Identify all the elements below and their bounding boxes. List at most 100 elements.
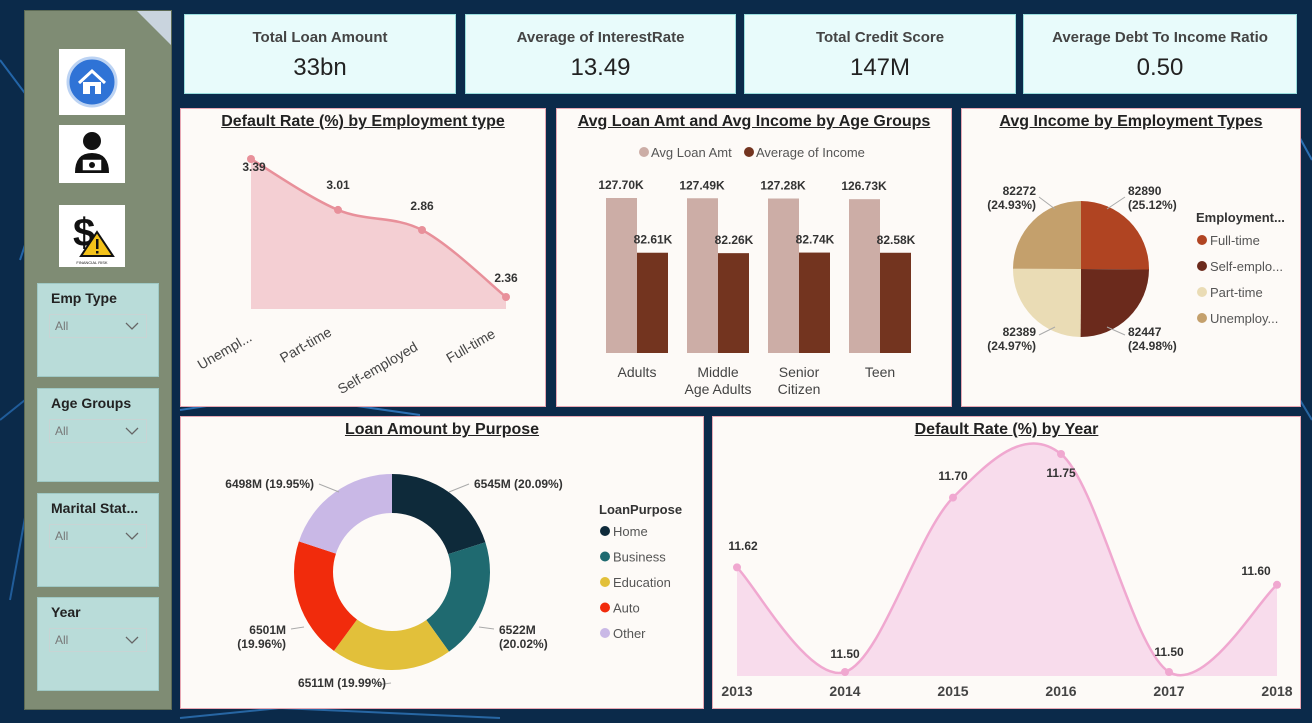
data-label: (19.96%) xyxy=(237,637,286,651)
kpi-card-average-interest-rate: Average of InterestRate 13.49 xyxy=(465,14,736,94)
legend-label: Unemploy... xyxy=(1210,311,1278,326)
x-tick-label: Senior xyxy=(779,364,820,380)
data-label: (20.02%) xyxy=(499,637,548,651)
data-label: 82890 xyxy=(1128,184,1162,198)
data-point xyxy=(949,493,957,502)
x-tick-label: 2013 xyxy=(721,683,752,699)
slicer-title: Emp Type xyxy=(51,290,117,306)
dropdown-value: All xyxy=(55,319,69,333)
slicer-age-groups: Age Groups All xyxy=(37,388,159,482)
data-label: 82.26K xyxy=(715,233,754,247)
data-point xyxy=(502,293,510,301)
legend-label: Other xyxy=(613,626,646,641)
data-label: (24.93%) xyxy=(987,198,1036,212)
borrower-button[interactable] xyxy=(59,125,125,183)
data-point xyxy=(1165,668,1173,676)
data-label: 6501M xyxy=(249,623,286,637)
data-label: 11.70 xyxy=(938,469,968,483)
legend-marker xyxy=(1197,313,1207,323)
leader-line xyxy=(1106,196,1126,210)
slicer-emp-type: Emp Type All xyxy=(37,283,159,377)
area-fill xyxy=(737,443,1277,676)
chevron-down-icon xyxy=(125,532,139,540)
data-label: 11.60 xyxy=(1241,564,1271,578)
legend-label: Part-time xyxy=(1210,285,1263,300)
chevron-down-icon xyxy=(125,322,139,330)
data-label: 82.61K xyxy=(634,233,673,247)
year-dropdown[interactable]: All xyxy=(49,628,147,652)
x-tick-label: 2014 xyxy=(829,683,860,699)
loan-purpose-donut: 6545M (20.09%) 6522M(20.02%) 6511M (19.99%… xyxy=(225,474,682,690)
kpi-card-total-loan-amount: Total Loan Amount 33bn xyxy=(184,14,456,94)
legend-label: Avg Loan Amt xyxy=(651,145,732,160)
slicer-title: Year xyxy=(51,604,81,620)
bar-avg-loan-amt xyxy=(606,198,637,353)
x-tick-label: 2017 xyxy=(1153,683,1184,699)
slicer-title: Age Groups xyxy=(51,395,132,411)
x-tick-label: Unempl... xyxy=(195,329,255,373)
data-label: 82.58K xyxy=(877,233,916,247)
legend-label: Self-emplo... xyxy=(1210,259,1283,274)
legend-marker xyxy=(1197,261,1207,271)
age-groups-dropdown[interactable]: All xyxy=(49,419,147,443)
legend-marker xyxy=(600,526,610,536)
sidebar: $ FINANCIAL RISK Emp Type All Age Groups… xyxy=(24,10,172,710)
x-tick-label: Part-time xyxy=(277,323,334,365)
panel-income-by-employment: Avg Income by Employment Types 82890 (25.… xyxy=(961,108,1301,407)
legend-marker xyxy=(1197,235,1207,245)
bar-average-of-income xyxy=(880,252,911,353)
financial-risk-button[interactable]: $ FINANCIAL RISK xyxy=(59,205,125,267)
data-label: 82.74K xyxy=(796,233,835,247)
legend-title: Employment... xyxy=(1196,210,1285,225)
legend-marker xyxy=(600,551,610,562)
marital-status-dropdown[interactable]: All xyxy=(49,524,147,548)
series-line xyxy=(736,442,1278,677)
kpi-card-total-credit-score: Total Credit Score 147M xyxy=(744,14,1016,94)
leader-line xyxy=(478,626,495,630)
income-employment-pie: 82890(25.12%) 82447(24.98%) 82389(24.97%) 8… xyxy=(987,184,1285,353)
data-label: 6498M (19.95%) xyxy=(225,477,314,491)
legend-marker xyxy=(600,628,610,638)
bar-average-of-income xyxy=(718,253,749,353)
legend-label: Business xyxy=(613,550,666,565)
data-point xyxy=(247,155,255,163)
data-point xyxy=(841,668,849,676)
legend-marker xyxy=(639,147,649,157)
leader-line xyxy=(1038,196,1056,210)
slicer-year: Year All xyxy=(37,597,159,691)
data-point xyxy=(418,226,426,235)
legend-title: LoanPurpose xyxy=(599,502,682,517)
home-icon xyxy=(66,56,118,108)
donut-slice xyxy=(294,541,358,651)
data-label: 127.49K xyxy=(679,178,725,192)
data-label: 127.70K xyxy=(598,178,644,192)
data-label: 11.75 xyxy=(1046,466,1076,480)
x-tick-label: Citizen xyxy=(778,381,821,397)
donut-slice xyxy=(298,474,392,554)
leader-line xyxy=(290,626,305,630)
donut-slice xyxy=(392,474,486,555)
data-label: 11.50 xyxy=(1154,645,1184,659)
area-fill xyxy=(251,159,506,309)
home-button[interactable] xyxy=(59,49,125,115)
kpi-value: 0.50 xyxy=(1136,54,1184,81)
x-tick-label: 2016 xyxy=(1045,683,1076,699)
chart-title: Avg Loan Amt and Avg Income by Age Group… xyxy=(577,113,931,130)
data-label: 82389 xyxy=(1003,325,1037,339)
x-tick-label: Full-time xyxy=(443,325,498,366)
emp-type-dropdown[interactable]: All xyxy=(49,314,147,338)
x-tick-label: Self-employed xyxy=(335,338,421,397)
chevron-down-icon xyxy=(125,636,139,644)
borrower-icon xyxy=(75,132,109,173)
legend-marker xyxy=(600,577,610,587)
data-label: 2.86 xyxy=(410,199,434,213)
panel-loan-income-by-age: Avg Loan Amt and Avg Income by Age Group… xyxy=(556,108,952,407)
legend-marker xyxy=(744,147,754,157)
kpi-label: Average of InterestRate xyxy=(516,29,685,46)
leader-line xyxy=(318,483,340,493)
data-label: (24.98%) xyxy=(1128,339,1177,353)
chart-title: Default Rate (%) by Employment type xyxy=(221,113,505,130)
data-label: 82272 xyxy=(1003,184,1037,198)
data-label: 6522M xyxy=(499,623,536,637)
data-label: 11.62 xyxy=(728,539,758,553)
